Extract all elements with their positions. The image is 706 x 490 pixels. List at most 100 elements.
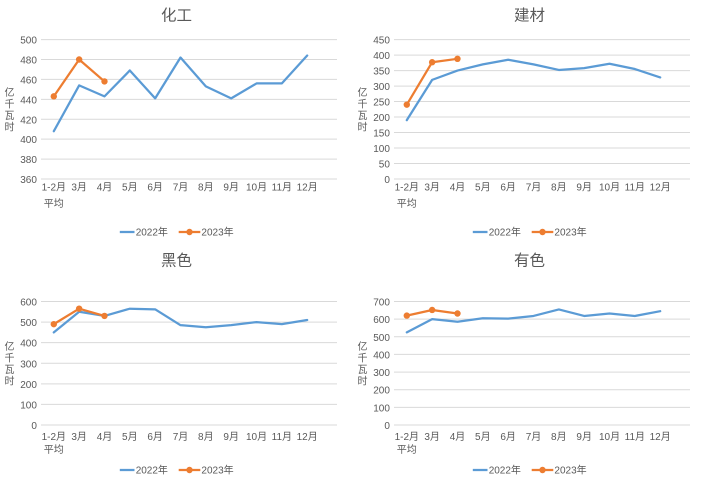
svg-text:2022年: 2022年 — [136, 226, 168, 239]
svg-text:6月: 6月 — [500, 182, 516, 194]
svg-text:100: 100 — [373, 403, 390, 414]
svg-text:500: 500 — [373, 333, 390, 344]
svg-text:400: 400 — [373, 350, 390, 361]
svg-text:50: 50 — [379, 160, 391, 171]
svg-text:12月: 12月 — [650, 182, 671, 194]
svg-text:460: 460 — [20, 75, 37, 86]
svg-text:11月: 11月 — [272, 182, 292, 194]
svg-text:1-2月: 1-2月 — [395, 431, 419, 443]
svg-text:6月: 6月 — [147, 431, 163, 443]
svg-text:4月: 4月 — [450, 182, 466, 194]
svg-text:10月: 10月 — [599, 182, 620, 194]
svg-text:400: 400 — [20, 339, 37, 350]
svg-text:2023年: 2023年 — [554, 226, 586, 239]
svg-text:4月: 4月 — [450, 431, 466, 443]
svg-text:9月: 9月 — [223, 431, 239, 443]
svg-text:化工: 化工 — [161, 7, 192, 25]
svg-text:3月: 3月 — [424, 182, 440, 194]
svg-text:450: 450 — [373, 36, 390, 47]
svg-text:平均: 平均 — [397, 198, 417, 210]
svg-text:6月: 6月 — [500, 431, 516, 443]
svg-text:7月: 7月 — [173, 182, 189, 194]
svg-text:黑色: 黑色 — [161, 252, 192, 270]
svg-text:6月: 6月 — [147, 182, 163, 194]
svg-text:2023年: 2023年 — [201, 226, 233, 239]
svg-text:200: 200 — [373, 386, 390, 397]
svg-text:300: 300 — [373, 82, 390, 93]
svg-text:0: 0 — [384, 421, 390, 432]
svg-text:2023年: 2023年 — [554, 464, 586, 477]
svg-text:10月: 10月 — [246, 182, 267, 194]
svg-text:600: 600 — [373, 315, 390, 326]
svg-text:11月: 11月 — [625, 431, 645, 443]
svg-text:2022年: 2022年 — [489, 226, 521, 239]
svg-text:150: 150 — [373, 129, 390, 140]
svg-text:平均: 平均 — [397, 444, 417, 456]
svg-text:8月: 8月 — [198, 431, 214, 443]
svg-text:7月: 7月 — [526, 431, 542, 443]
svg-text:480: 480 — [20, 56, 37, 67]
svg-text:12月: 12月 — [650, 431, 671, 443]
svg-text:10月: 10月 — [246, 431, 267, 443]
svg-text:350: 350 — [373, 67, 390, 78]
svg-text:亿: 亿 — [358, 340, 368, 353]
svg-text:12月: 12月 — [297, 182, 318, 194]
svg-text:1-2月: 1-2月 — [395, 182, 419, 194]
svg-text:瓦: 瓦 — [358, 111, 368, 122]
svg-text:瓦: 瓦 — [5, 365, 15, 376]
svg-text:440: 440 — [20, 95, 37, 106]
svg-text:时: 时 — [358, 121, 368, 133]
svg-text:平均: 平均 — [44, 444, 64, 456]
svg-text:200: 200 — [20, 380, 37, 391]
svg-text:2022年: 2022年 — [136, 464, 168, 477]
svg-text:11月: 11月 — [272, 431, 292, 443]
svg-text:1-2月: 1-2月 — [42, 182, 66, 194]
svg-text:时: 时 — [5, 121, 15, 133]
svg-text:9月: 9月 — [576, 431, 592, 443]
svg-text:400: 400 — [20, 135, 37, 146]
svg-text:时: 时 — [5, 375, 15, 387]
svg-text:7月: 7月 — [526, 182, 542, 194]
svg-text:4月: 4月 — [97, 182, 113, 194]
svg-text:亿: 亿 — [5, 340, 15, 353]
svg-text:420: 420 — [20, 115, 37, 126]
svg-text:7月: 7月 — [173, 431, 189, 443]
svg-text:2023年: 2023年 — [201, 464, 233, 477]
svg-text:360: 360 — [20, 175, 37, 186]
svg-text:400: 400 — [373, 51, 390, 62]
svg-text:10月: 10月 — [599, 431, 620, 443]
svg-text:亿: 亿 — [358, 86, 368, 99]
svg-text:3月: 3月 — [424, 431, 440, 443]
svg-text:250: 250 — [373, 98, 390, 109]
svg-text:8月: 8月 — [198, 182, 214, 194]
svg-text:瓦: 瓦 — [5, 111, 15, 122]
svg-text:500: 500 — [20, 36, 37, 47]
svg-text:亿: 亿 — [5, 86, 15, 99]
svg-text:5月: 5月 — [475, 182, 491, 194]
svg-text:千: 千 — [358, 99, 368, 111]
svg-text:380: 380 — [20, 155, 37, 166]
svg-text:200: 200 — [373, 113, 390, 124]
svg-text:5月: 5月 — [122, 182, 138, 194]
svg-text:千: 千 — [358, 353, 368, 365]
svg-text:4月: 4月 — [97, 431, 113, 443]
svg-text:瓦: 瓦 — [358, 365, 368, 376]
svg-text:500: 500 — [20, 318, 37, 329]
svg-text:300: 300 — [373, 368, 390, 379]
svg-text:3月: 3月 — [71, 182, 87, 194]
svg-text:300: 300 — [20, 359, 37, 370]
svg-text:5月: 5月 — [475, 431, 491, 443]
svg-text:100: 100 — [373, 144, 390, 155]
svg-text:5月: 5月 — [122, 431, 138, 443]
svg-text:100: 100 — [20, 400, 37, 411]
svg-text:0: 0 — [31, 421, 37, 432]
svg-text:8月: 8月 — [551, 431, 567, 443]
svg-text:时: 时 — [358, 375, 368, 387]
svg-text:600: 600 — [20, 298, 37, 309]
svg-text:千: 千 — [5, 99, 15, 111]
svg-text:12月: 12月 — [297, 431, 318, 443]
svg-text:2022年: 2022年 — [489, 464, 521, 477]
svg-text:千: 千 — [5, 353, 15, 365]
svg-text:1-2月: 1-2月 — [42, 431, 66, 443]
svg-text:8月: 8月 — [551, 182, 567, 194]
